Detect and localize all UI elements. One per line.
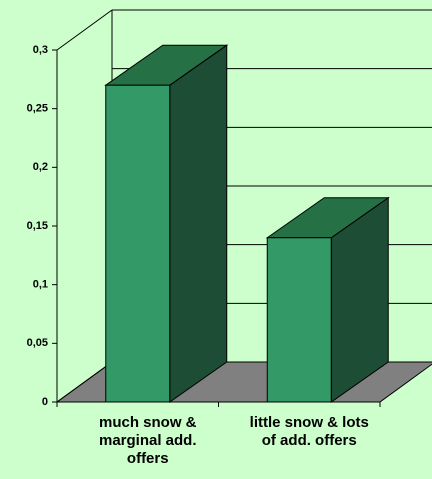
y-tick-label: 0,15 — [27, 220, 48, 232]
y-tick-label: 0,1 — [33, 279, 48, 291]
y-tick-label: 0,25 — [27, 103, 48, 115]
y-tick-label: 0,3 — [33, 44, 48, 56]
bar — [105, 84, 171, 403]
wall-edge — [56, 9, 113, 51]
wall-edge — [56, 361, 113, 403]
bar — [266, 237, 332, 403]
x-tick-label: much snow & marginal add. offers — [98, 414, 197, 467]
y-tick-label: 0,05 — [27, 337, 48, 349]
y-tick-label: 0 — [42, 396, 48, 408]
y-tick-label: 0,2 — [33, 161, 48, 173]
bar-side — [169, 44, 228, 403]
x-tick-label: little snow & lots of add. offers — [249, 414, 369, 449]
